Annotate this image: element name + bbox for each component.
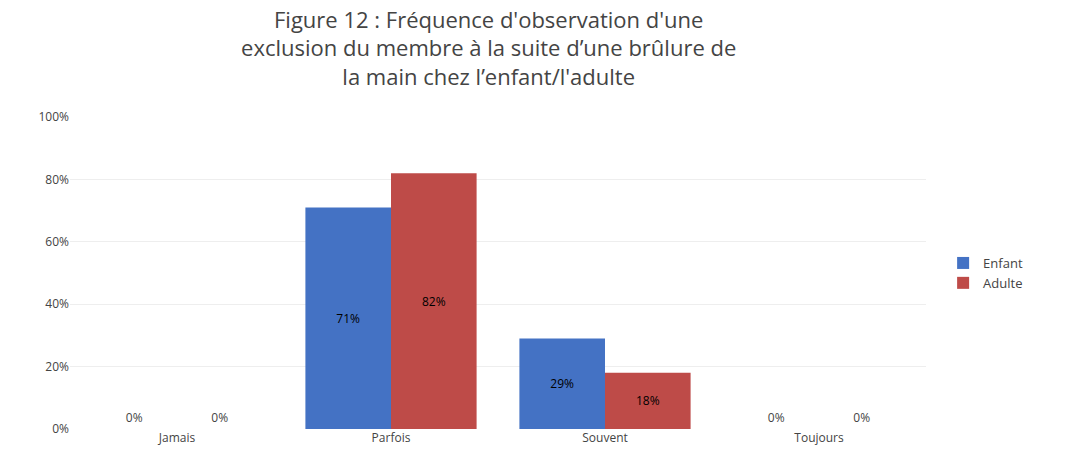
svg-text:Toujours: Toujours — [794, 429, 844, 446]
svg-text:100%: 100% — [38, 108, 69, 125]
svg-text:Parfois: Parfois — [372, 429, 411, 446]
svg-text:Adulte: Adulte — [983, 274, 1022, 292]
svg-text:Jamais: Jamais — [158, 429, 196, 446]
svg-text:0%: 0% — [768, 409, 785, 426]
svg-text:80%: 80% — [45, 171, 69, 188]
svg-text:0%: 0% — [211, 409, 228, 426]
svg-text:82%: 82% — [422, 293, 446, 310]
svg-text:71%: 71% — [336, 310, 360, 327]
svg-text:Enfant: Enfant — [983, 254, 1023, 272]
svg-text:Souvent: Souvent — [582, 429, 628, 446]
svg-text:Figure 12 : Fréquence d'observ: Figure 12 : Fréquence d'observation d'un… — [241, 4, 736, 91]
svg-text:60%: 60% — [45, 233, 69, 250]
svg-text:18%: 18% — [636, 392, 660, 409]
svg-text:29%: 29% — [550, 375, 574, 392]
svg-text:0%: 0% — [126, 409, 143, 426]
svg-text:40%: 40% — [45, 295, 69, 312]
svg-text:0%: 0% — [853, 409, 870, 426]
svg-text:20%: 20% — [45, 358, 69, 375]
svg-text:0%: 0% — [52, 420, 69, 437]
